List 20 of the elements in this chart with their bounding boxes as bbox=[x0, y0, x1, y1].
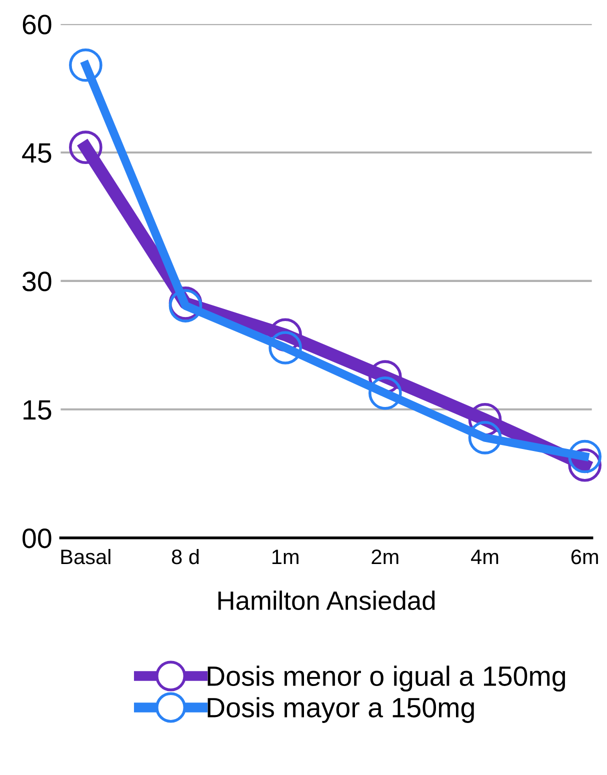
y-tick-label: 15 bbox=[24, 400, 52, 420]
y-tick-label: 30 bbox=[22, 272, 52, 292]
point bbox=[468, 420, 502, 454]
point bbox=[568, 440, 602, 474]
y-tick-label: 60 bbox=[22, 14, 52, 34]
point bbox=[68, 48, 102, 82]
legend-label: Dosis mayor a 150mg bbox=[208, 697, 474, 723]
point bbox=[268, 331, 302, 364]
point bbox=[368, 376, 402, 410]
y-tick-label: 45 bbox=[22, 143, 52, 163]
x-tick-label: 8 d bbox=[172, 548, 199, 564]
x-tick-label: Basal bbox=[61, 548, 110, 564]
x-tick-label: 6m bbox=[571, 550, 598, 564]
point bbox=[68, 130, 102, 164]
x-axis-title: Hamilton Ansiedad bbox=[218, 590, 435, 610]
x-tick-label: 2m bbox=[372, 550, 398, 564]
x-tick-label: 4m bbox=[471, 550, 498, 564]
x-tick-label: 1m bbox=[272, 550, 298, 564]
legend-label: Dosis menor o igual a 150mg bbox=[208, 666, 566, 692]
y-tick-label: 00 bbox=[22, 528, 52, 548]
